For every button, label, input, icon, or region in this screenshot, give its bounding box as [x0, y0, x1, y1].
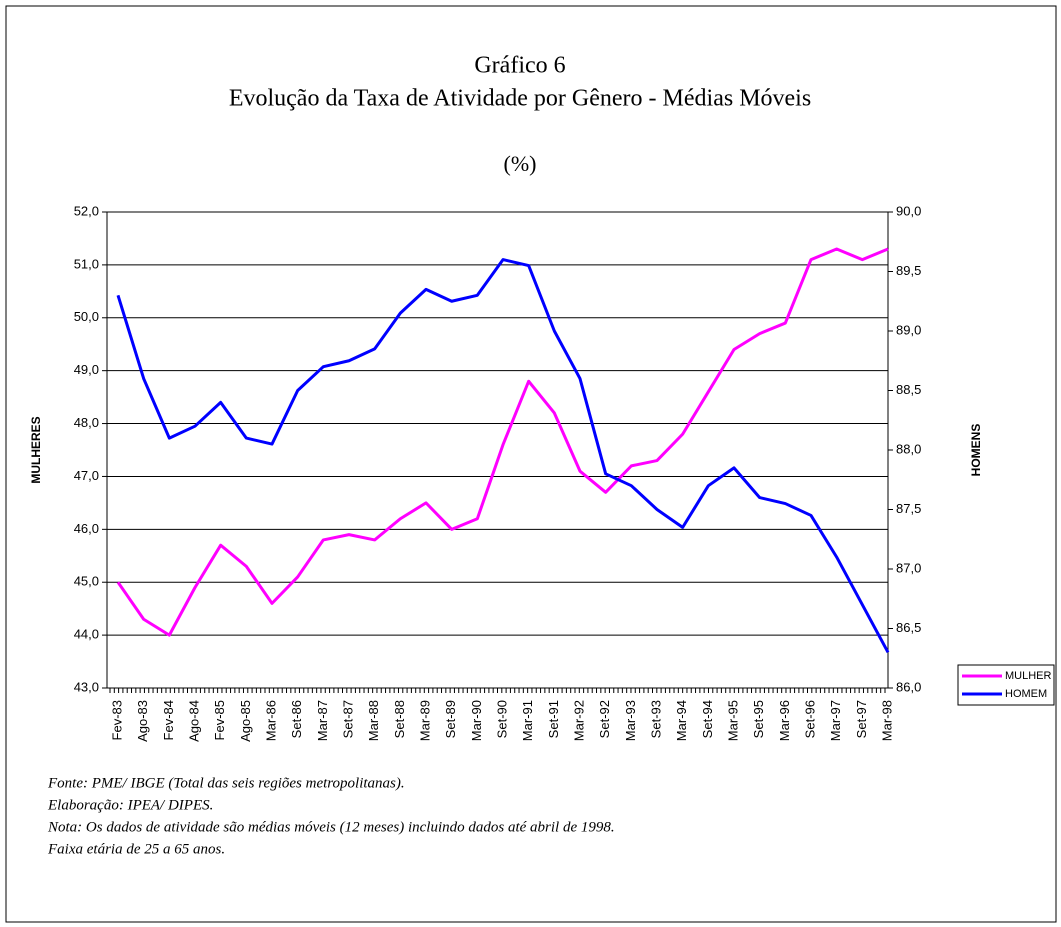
legend-label: MULHER: [1005, 670, 1052, 682]
x-tick-label: Mar-96: [777, 700, 792, 741]
y2-tick-label: 88,0: [896, 441, 921, 456]
x-tick-label: Fev-83: [109, 700, 124, 740]
legend-box: [957, 664, 1055, 706]
y2-tick-label: 87,0: [896, 560, 921, 575]
x-tick-label: Set-88: [392, 700, 407, 738]
x-tick-label: Set-86: [289, 700, 304, 738]
y2-tick-label: 86,5: [896, 620, 921, 635]
x-tick-label: Set-96: [802, 700, 817, 738]
y2-tick-label: 88,5: [896, 382, 921, 397]
x-tick-label: Set-92: [597, 700, 612, 738]
data-line: [116, 258, 890, 654]
x-tick-label: Mar-86: [263, 700, 278, 741]
x-tick-label: Fev-84: [161, 700, 176, 740]
x-tick-label: Mar-91: [520, 700, 535, 741]
x-tick-label: Mar-94: [674, 700, 689, 741]
x-tick-label: Set-94: [700, 700, 715, 738]
y-tick-label: 47,0: [74, 468, 99, 483]
y-tick-label: 51,0: [74, 256, 99, 271]
x-tick-label: Ago-85: [238, 700, 253, 742]
x-tick-label: Mar-97: [828, 700, 843, 741]
x-tick-label: Set-97: [854, 700, 869, 738]
y-axis-title: MULHERES: [29, 416, 43, 483]
y-tick-label: 43,0: [74, 679, 99, 694]
x-tick-label: Mar-92: [571, 700, 586, 741]
x-tick-label: Mar-88: [366, 700, 381, 741]
chart-subtitle: Evolução da Taxa de Atividade por Gênero…: [229, 86, 811, 112]
x-tick-label: Set-91: [546, 700, 561, 738]
x-tick-label: Set-89: [443, 700, 458, 738]
footnote: Fonte: PME/ IBGE (Total das seis regiões…: [47, 775, 405, 791]
legend-label: HOMEM: [1005, 688, 1047, 700]
x-tick-label: Set-95: [751, 700, 766, 738]
y2-axis-title: HOMENS: [969, 424, 983, 477]
footnote: Nota: Os dados de atividade são médias m…: [47, 819, 615, 835]
y-tick-label: 50,0: [74, 309, 99, 324]
x-tick-label: Mar-95: [725, 700, 740, 741]
data-line: [116, 247, 889, 637]
y-tick-label: 52,0: [74, 203, 99, 218]
x-tick-label: Mar-87: [315, 700, 330, 741]
x-tick-label: Ago-84: [186, 700, 201, 742]
x-tick-label: Set-93: [648, 700, 663, 738]
x-tick-label: Set-87: [340, 700, 355, 738]
x-tick-label: Set-90: [494, 700, 509, 738]
y2-tick-label: 89,0: [896, 322, 921, 337]
x-tick-label: Fev-85: [212, 700, 227, 740]
y-tick-label: 49,0: [74, 362, 99, 377]
y-tick-label: 45,0: [74, 574, 99, 589]
x-tick-label: Mar-89: [417, 700, 432, 741]
x-tick-label: Ago-83: [135, 700, 150, 742]
chart-title: Gráfico 6: [474, 53, 565, 79]
y-tick-label: 46,0: [74, 521, 99, 536]
y2-tick-label: 90,0: [896, 203, 921, 218]
x-tick-label: Mar-90: [469, 700, 484, 741]
y2-tick-label: 87,5: [896, 501, 921, 516]
footnote: Elaboração: IPEA/ DIPES.: [47, 797, 213, 813]
y-tick-label: 48,0: [74, 415, 99, 430]
y2-tick-label: 89,5: [896, 263, 921, 278]
x-tick-label: Mar-98: [879, 700, 894, 741]
y-tick-label: 44,0: [74, 627, 99, 642]
x-tick-label: Mar-93: [623, 700, 638, 741]
footnote: Faixa etária de 25 a 65 anos.: [47, 841, 225, 857]
unit-label: (%): [504, 151, 537, 176]
y2-tick-label: 86,0: [896, 679, 921, 694]
frame: [5, 5, 1057, 923]
